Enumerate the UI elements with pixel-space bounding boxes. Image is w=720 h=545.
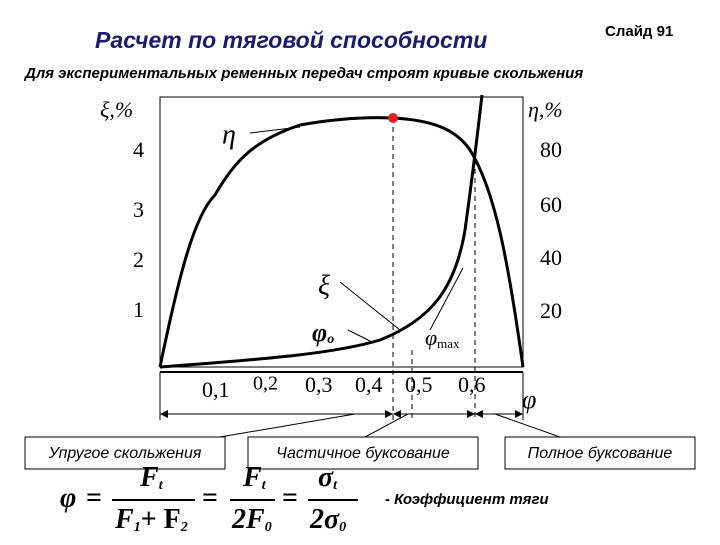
- x-tick: 0,4: [355, 372, 383, 397]
- callout-line: [429, 267, 464, 331]
- formula-part: φ: [60, 482, 76, 513]
- formula: φ = Ft F1+ F2 = Ft 2F0 = σt 2σ0: [60, 462, 358, 535]
- formula-part: F1+ F2: [114, 504, 188, 535]
- zone-box: [24, 436, 226, 470]
- x-tick: 0,3: [305, 372, 333, 397]
- right-tick: 80: [540, 137, 562, 162]
- formula-part: 2F0: [231, 504, 272, 535]
- left-tick: 3: [133, 197, 144, 222]
- left-axis-label: ξ,%: [100, 97, 133, 122]
- zone-box: [504, 436, 696, 470]
- x-tick: 0,2: [253, 373, 278, 395]
- eta-curve: [158, 116, 525, 368]
- xi-curve: [159, 94, 484, 369]
- slide-number: Слайд 91: [605, 23, 673, 40]
- xi-label: ξ: [318, 270, 330, 301]
- axis-labels: ξ,% η,% 4 3 2 1 80 60 40 20 0,1 0,2 0,3 …: [100, 97, 563, 414]
- formula-part: σt: [318, 462, 338, 493]
- left-tick: 4: [133, 137, 144, 162]
- formula-part: =: [202, 482, 218, 513]
- formula-caption: - Коэффициент тяги: [385, 491, 549, 508]
- right-tick: 20: [540, 298, 562, 323]
- x-tick: 0,6: [458, 372, 486, 397]
- formula-part: Ft: [139, 462, 164, 493]
- callout-line: [347, 329, 373, 343]
- zone-box: [247, 436, 479, 470]
- callout-line: [249, 126, 301, 134]
- formula-part: Ft: [242, 462, 267, 493]
- left-tick: 1: [133, 297, 144, 322]
- left-tick: 2: [133, 247, 144, 272]
- right-tick: 40: [540, 245, 562, 270]
- right-axis-label: η,%: [528, 97, 563, 122]
- phi-o-label: φo: [312, 318, 334, 347]
- formula-part: 2σ0: [309, 504, 346, 535]
- x-tick: 0,1: [202, 377, 230, 402]
- phi-max-label: φmax: [425, 325, 460, 351]
- zone-pointer: [219, 413, 356, 438]
- right-tick: 60: [540, 192, 562, 217]
- callout-line: [339, 281, 401, 331]
- eta-label: η: [222, 119, 236, 150]
- zone-label: Полное буксование: [528, 445, 673, 462]
- formula-part: =: [86, 482, 102, 513]
- title: Расчет по тяговой способности: [95, 27, 487, 53]
- zone-label: Частичное буксование: [276, 445, 450, 462]
- subtitle: Для экспериментальных ременных передач с…: [23, 65, 583, 82]
- x-tick: 0,5: [405, 372, 433, 397]
- plot-frame: [159, 96, 524, 368]
- zone-pointer: [364, 413, 409, 438]
- formula-part: =: [282, 482, 298, 513]
- zone-pointer: [494, 413, 561, 438]
- zone-label: Упругое скольжения: [48, 445, 202, 462]
- x-axis-label: φ: [522, 385, 536, 414]
- max-point: [388, 113, 398, 123]
